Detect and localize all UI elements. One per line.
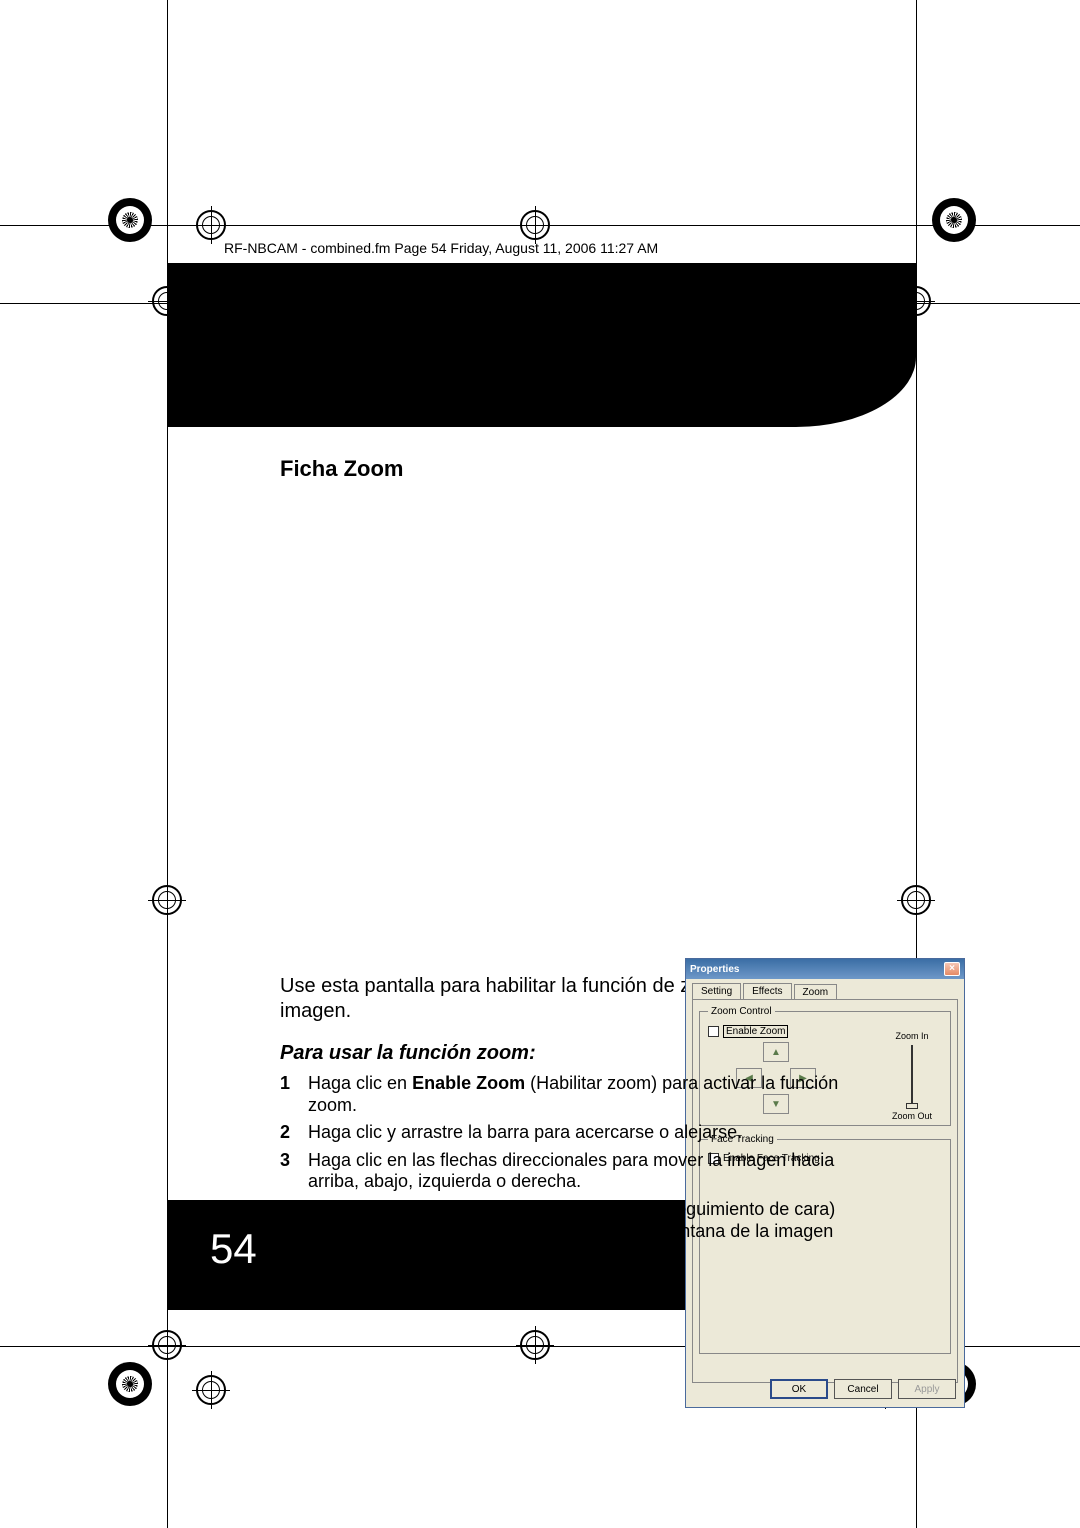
list-item: Haga clic en Enable Face Tracking (Activ… <box>280 1199 870 1264</box>
ok-button[interactable]: OK <box>770 1379 828 1399</box>
slider-track[interactable] <box>911 1045 913 1107</box>
file-stamp: RF-NBCAM - combined.fm Page 54 Friday, A… <box>224 240 658 256</box>
slider-thumb[interactable] <box>906 1103 918 1109</box>
pan-up-button[interactable]: ▲ <box>763 1042 789 1062</box>
zoom-group-label: Zoom Control <box>708 1006 775 1017</box>
dialog-title: Properties <box>690 964 739 975</box>
close-icon[interactable]: × <box>944 962 960 976</box>
apply-button[interactable]: Apply <box>898 1379 956 1399</box>
header-band <box>168 263 916 427</box>
dialog-titlebar: Properties × <box>686 959 964 979</box>
tab-zoom[interactable]: Zoom <box>794 984 838 1000</box>
zoom-in-label: Zoom In <box>895 1031 928 1041</box>
enable-zoom-label: Enable Zoom <box>723 1025 788 1038</box>
section-title: Ficha Zoom <box>280 456 870 482</box>
list-item: Haga clic y arrastre la barra para acerc… <box>280 1122 870 1144</box>
page-number: 54 <box>210 1225 257 1273</box>
steps-list: Haga clic en Enable Zoom (Habilitar zoom… <box>280 1073 870 1264</box>
list-item: Haga clic en Enable Zoom (Habilitar zoom… <box>280 1073 870 1116</box>
cancel-button[interactable]: Cancel <box>834 1379 892 1399</box>
checkbox-icon <box>708 1026 719 1037</box>
tab-effects[interactable]: Effects <box>743 983 791 999</box>
list-item: Haga clic en las flechas direccionales p… <box>280 1150 870 1193</box>
zoom-slider[interactable]: Zoom In Zoom Out <box>892 1031 932 1121</box>
tab-setting[interactable]: Setting <box>692 983 741 999</box>
zoom-out-label: Zoom Out <box>892 1111 932 1121</box>
